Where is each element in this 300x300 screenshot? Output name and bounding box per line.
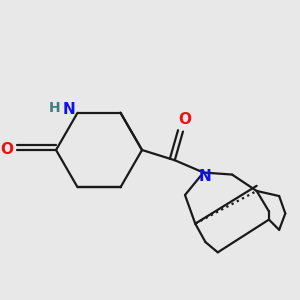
Text: N: N	[199, 169, 212, 184]
Text: O: O	[178, 112, 191, 127]
Text: N: N	[63, 102, 76, 117]
Text: H: H	[49, 101, 61, 115]
Text: O: O	[0, 142, 14, 158]
